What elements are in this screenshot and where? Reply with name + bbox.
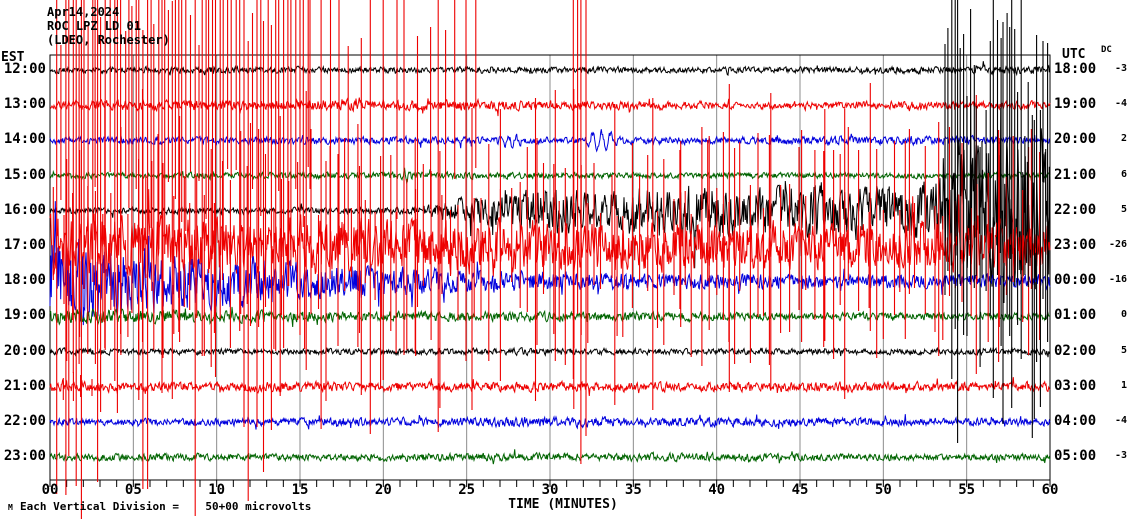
dc-column-header: DC: [1101, 45, 1112, 55]
recording-date: Apr14,2024: [47, 5, 120, 19]
utc-hour-label: 20:00: [1054, 131, 1097, 148]
x-axis-title: TIME (MINUTES): [508, 497, 618, 512]
est-hour-label: 23:00: [3, 448, 46, 465]
utc-hour-label: 18:00: [1054, 61, 1097, 77]
x-tick-label: 05: [124, 482, 142, 498]
est-hour-label: 15:00: [3, 166, 46, 183]
est-axis-header: EST: [1, 50, 25, 65]
est-hour-label: 20:00: [3, 342, 46, 359]
x-tick-label: 15: [291, 482, 309, 498]
x-tick-label: 40: [708, 482, 726, 498]
station-affiliation: (LDEO, Rochester): [47, 33, 170, 47]
dc-value: 2: [1120, 133, 1127, 145]
est-hour-label: 13:00: [3, 96, 46, 113]
utc-hour-label: 01:00: [1054, 307, 1097, 324]
dc-value: -4: [1114, 98, 1127, 110]
utc-hour-label: 22:00: [1054, 201, 1097, 218]
est-hour-label: 22:00: [3, 413, 46, 429]
utc-hour-label: 02:00: [1054, 342, 1097, 359]
x-tick-label: 10: [208, 482, 226, 498]
utc-hour-label: 04:00: [1054, 413, 1097, 429]
est-hour-label: 12:00: [3, 61, 46, 77]
plot-marker: M: [8, 503, 13, 512]
x-tick-label: 55: [958, 482, 976, 498]
dc-value: -4: [1114, 415, 1127, 426]
dc-value: 1: [1120, 379, 1127, 391]
x-tick-label: 20: [374, 482, 392, 498]
vertical-scale-note: Each Vertical Division = 50+00 microvolt…: [20, 500, 312, 513]
x-tick-label: 45: [791, 482, 809, 498]
x-tick-label: 30: [541, 482, 559, 498]
dc-value: -3: [1114, 450, 1127, 462]
est-hour-label: 19:00: [3, 307, 46, 324]
x-tick-label: 50: [874, 482, 892, 498]
x-tick-label: 60: [1041, 482, 1059, 498]
dc-value: 6: [1120, 168, 1127, 180]
dc-value: -26: [1108, 239, 1127, 250]
utc-hour-label: 00:00: [1054, 272, 1097, 289]
utc-hour-label: 19:00: [1054, 96, 1097, 113]
title-block: Apr14,2024 ROC LPZ LD 01 (LDEO, Rocheste…: [47, 5, 170, 47]
x-tick-label: 00: [41, 482, 59, 498]
x-tick-label: 35: [624, 482, 642, 498]
utc-hour-label: 03:00: [1054, 377, 1097, 394]
est-hour-label: 14:00: [3, 131, 46, 148]
station-code: ROC LPZ LD 01: [47, 19, 141, 33]
est-hour-label: 21:00: [3, 377, 46, 394]
utc-axis-header: UTC: [1062, 47, 1086, 62]
dc-value: 5: [1120, 203, 1127, 215]
utc-hour-label: 23:00: [1054, 237, 1097, 253]
est-hour-label: 18:00: [3, 272, 46, 289]
est-hour-label: 16:00: [3, 201, 46, 218]
dc-value: -16: [1108, 274, 1127, 286]
dc-value: -3: [1114, 63, 1127, 74]
x-tick-label: 25: [458, 482, 476, 498]
dc-value: 5: [1120, 344, 1127, 356]
utc-hour-label: 21:00: [1054, 166, 1097, 183]
est-hour-label: 17:00: [3, 237, 46, 253]
dc-value: 0: [1120, 309, 1127, 321]
utc-hour-label: 05:00: [1054, 448, 1097, 465]
